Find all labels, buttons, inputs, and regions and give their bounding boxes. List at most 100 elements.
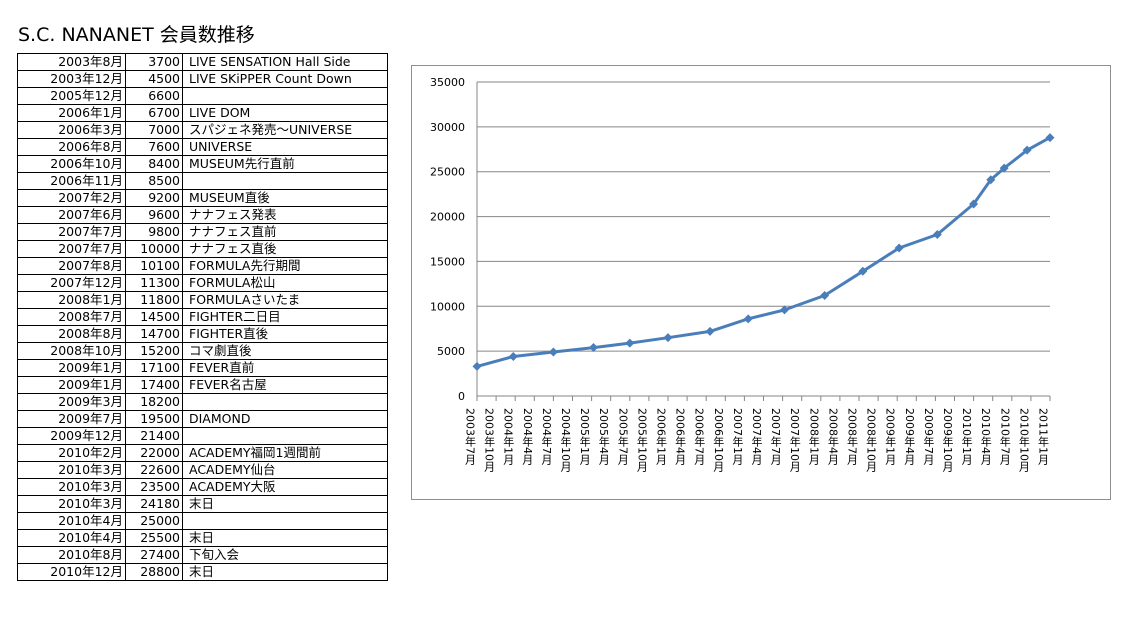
note-cell: FEVER直前: [182, 359, 388, 377]
date-cell: 2006年3月: [17, 121, 126, 139]
members-cell: 28800: [125, 563, 183, 581]
x-tick-label: 2010年4月: [979, 408, 992, 465]
members-cell: 14500: [125, 308, 183, 326]
date-cell: 2009年1月: [17, 359, 126, 377]
note-cell: FORMULAさいたま: [182, 291, 388, 309]
note-cell: [182, 512, 388, 530]
table-row: 2006年10月 8400 MUSEUM先行直前: [17, 155, 388, 173]
date-cell: 2009年12月: [17, 427, 126, 445]
x-tick-label: 2011年1月: [1037, 408, 1050, 465]
x-tick-label: 2005年7月: [616, 408, 629, 465]
data-point: [508, 352, 518, 362]
y-tick-label: 5000: [437, 345, 465, 358]
date-cell: 2010年4月: [17, 529, 126, 547]
y-tick-label: 20000: [430, 211, 465, 224]
note-cell: FORMULA松山: [182, 274, 388, 292]
date-cell: 2009年3月: [17, 393, 126, 411]
table-row: 2009年7月 19500 DIAMOND: [17, 410, 388, 428]
x-tick-label: 2009年4月: [903, 408, 916, 465]
data-point: [932, 230, 942, 240]
note-cell: ACADEMY大阪: [182, 478, 388, 496]
note-cell: スパジェネ発売～UNIVERSE: [182, 121, 388, 139]
note-cell: 末日: [182, 529, 388, 547]
x-tick-label: 2007年1月: [731, 408, 744, 465]
members-cell: 9600: [125, 206, 183, 224]
table-row: 2005年12月 6600: [17, 87, 388, 105]
note-cell: ACADEMY福岡1週間前: [182, 444, 388, 462]
members-cell: 4500: [125, 70, 183, 88]
note-cell: 末日: [182, 495, 388, 513]
x-tick-label: 2007年10月: [788, 408, 801, 472]
members-cell: 9800: [125, 223, 183, 241]
date-cell: 2010年8月: [17, 546, 126, 564]
note-cell: LIVE DOM: [182, 104, 388, 122]
data-point: [986, 175, 996, 185]
table-row: 2010年3月 24180 末日: [17, 495, 388, 513]
date-cell: 2010年3月: [17, 461, 126, 479]
date-cell: 2010年12月: [17, 563, 126, 581]
note-cell: [182, 172, 388, 190]
x-tick-label: 2008年7月: [846, 408, 859, 465]
note-cell: DIAMOND: [182, 410, 388, 428]
y-tick-label: 10000: [430, 300, 465, 313]
members-cell: 8500: [125, 172, 183, 190]
table-row: 2007年7月 9800 ナナフェス直前: [17, 223, 388, 241]
date-cell: 2008年1月: [17, 291, 126, 309]
members-cell: 10100: [125, 257, 183, 275]
members-cell: 21400: [125, 427, 183, 445]
date-cell: 2009年1月: [17, 376, 126, 394]
data-point: [663, 333, 673, 343]
date-cell: 2010年3月: [17, 478, 126, 496]
note-cell: FORMULA先行期間: [182, 257, 388, 275]
x-tick-label: 2008年10月: [865, 408, 878, 472]
x-tick-label: 2003年10月: [483, 408, 496, 472]
table-row: 2010年4月 25500 末日: [17, 529, 388, 547]
date-cell: 2007年7月: [17, 223, 126, 241]
note-cell: MUSEUM先行直前: [182, 155, 388, 173]
date-cell: 2008年8月: [17, 325, 126, 343]
x-tick-label: 2005年4月: [597, 408, 610, 465]
table-row: 2010年4月 25000: [17, 512, 388, 530]
note-cell: ナナフェス直前: [182, 223, 388, 241]
table-row: 2003年12月 4500 LIVE SKiPPER Count Down: [17, 70, 388, 88]
table-row: 2006年11月 8500: [17, 172, 388, 190]
members-cell: 22000: [125, 444, 183, 462]
date-cell: 2010年3月: [17, 495, 126, 513]
members-cell: 22600: [125, 461, 183, 479]
data-point: [548, 347, 558, 357]
date-cell: 2003年12月: [17, 70, 126, 88]
members-cell: 6600: [125, 87, 183, 105]
x-tick-label: 2008年1月: [807, 408, 820, 465]
members-cell: 25000: [125, 512, 183, 530]
members-cell: 7000: [125, 121, 183, 139]
date-cell: 2007年6月: [17, 206, 126, 224]
table-row: 2010年8月 27400 下旬入会: [17, 546, 388, 564]
table-row: 2008年8月 14700 FIGHTER直後: [17, 325, 388, 343]
x-tick-label: 2006年4月: [674, 408, 687, 465]
date-cell: 2007年2月: [17, 189, 126, 207]
x-tick-label: 2003年7月: [464, 408, 477, 465]
members-cell: 3700: [125, 53, 183, 71]
table-row: 2009年3月 18200: [17, 393, 388, 411]
x-tick-label: 2004年1月: [502, 408, 515, 465]
data-point: [780, 305, 790, 315]
data-point: [858, 266, 868, 276]
members-cell: 11300: [125, 274, 183, 292]
note-cell: [182, 427, 388, 445]
x-tick-label: 2010年7月: [998, 408, 1011, 465]
note-cell: ナナフェス発表: [182, 206, 388, 224]
members-cell: 17100: [125, 359, 183, 377]
data-point: [1045, 133, 1055, 143]
x-tick-label: 2009年1月: [884, 408, 897, 465]
date-cell: 2006年11月: [17, 172, 126, 190]
members-table: 2003年8月 3700 LIVE SENSATION Hall Side 2003年…: [17, 53, 388, 581]
members-cell: 15200: [125, 342, 183, 360]
date-cell: 2007年12月: [17, 274, 126, 292]
members-line-chart: 0 5000 10000 15000 20000 25000 30000 35000 2003年…: [430, 76, 1055, 472]
data-point: [1022, 145, 1032, 155]
data-point: [625, 338, 635, 348]
note-cell: LIVE SKiPPER Count Down: [182, 70, 388, 88]
date-cell: 2006年10月: [17, 155, 126, 173]
y-tick-label: 25000: [430, 166, 465, 179]
y-tick-label: 30000: [430, 121, 465, 134]
